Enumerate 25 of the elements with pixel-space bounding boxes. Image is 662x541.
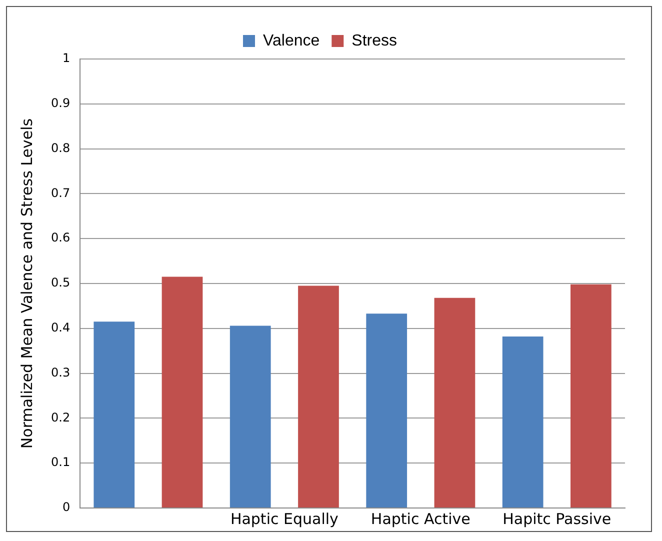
bar xyxy=(434,298,476,508)
bar xyxy=(162,276,203,508)
bar xyxy=(570,284,612,508)
bar xyxy=(230,326,271,508)
x-tick-label: Haptic Active xyxy=(370,510,470,528)
y-tick-label: 1 xyxy=(62,51,70,66)
bar xyxy=(366,314,408,508)
y-tick-label: 0.5 xyxy=(50,276,70,290)
legend-label: Stress xyxy=(352,32,397,50)
legend-label: Valence xyxy=(263,32,320,50)
y-tick-label: 0 xyxy=(62,500,70,514)
y-tick-label: 0.3 xyxy=(50,365,70,380)
y-tick-label: 0.6 xyxy=(50,230,70,245)
y-tick-label: 0.4 xyxy=(50,320,70,335)
y-axis-title: Normalized Mean Valence and Stress Levels xyxy=(18,118,36,449)
bar xyxy=(298,286,339,508)
x-tick-label: Haptic Equally xyxy=(230,510,339,528)
x-tick-label: Hapitc Passive xyxy=(502,510,612,528)
y-tick-label: 0.1 xyxy=(50,455,70,470)
y-tick-label: 0.8 xyxy=(50,140,70,155)
y-tick-label: 0.2 xyxy=(50,410,70,424)
y-tick-label: 0.7 xyxy=(50,186,70,200)
bar xyxy=(94,322,135,508)
bar xyxy=(502,336,544,508)
y-tick-label: 0.9 xyxy=(50,96,70,110)
